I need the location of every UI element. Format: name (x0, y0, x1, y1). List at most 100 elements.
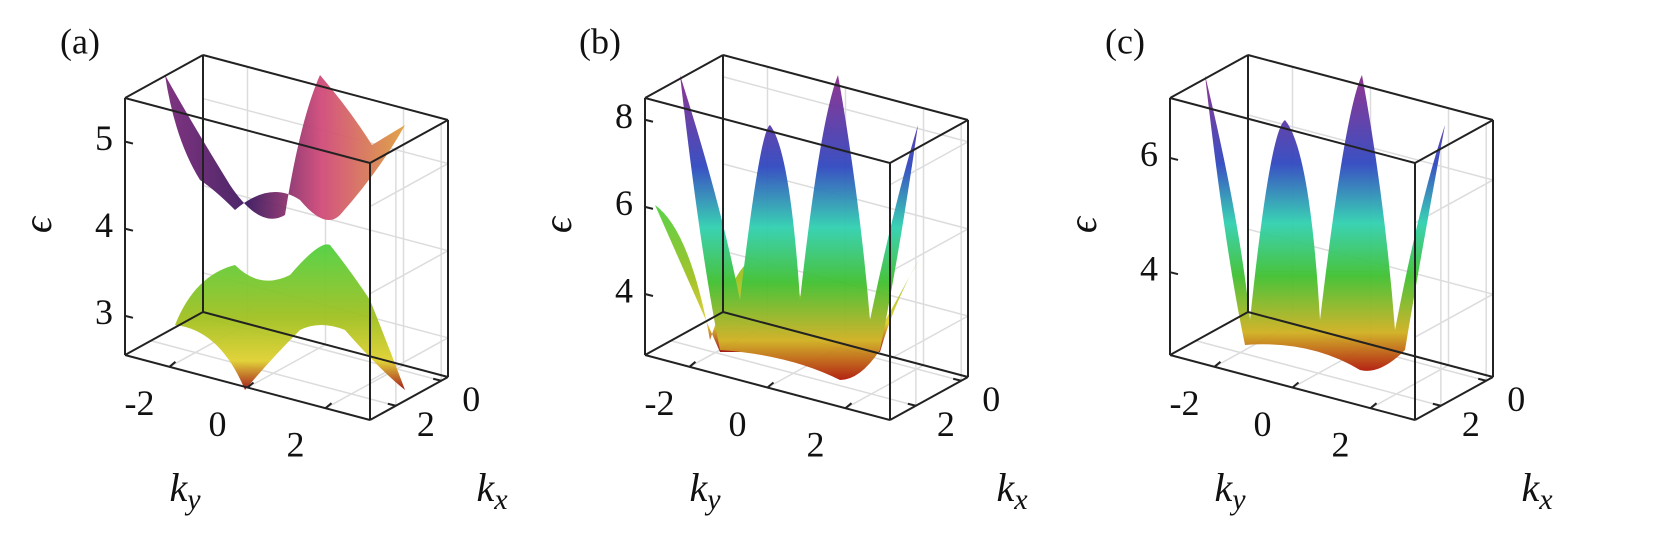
x-tick-label: 0 (1507, 379, 1525, 419)
axis-label-base: k (1521, 465, 1540, 510)
box-edge (889, 376, 969, 421)
tick-mark (907, 402, 917, 407)
tick-mark (124, 227, 134, 232)
z-tick-label: 6 (1140, 134, 1158, 174)
tick-mark (1477, 377, 1487, 382)
tick-mark (644, 205, 654, 210)
tick-mark (1432, 402, 1442, 407)
z-tick-label: 4 (1140, 248, 1158, 288)
y-tick-label: -2 (1169, 383, 1199, 423)
y-tick-label: 0 (1254, 404, 1272, 444)
box-edge (722, 311, 969, 378)
grid-line (889, 141, 969, 186)
x-tick-label: 0 (982, 379, 1000, 419)
z-axis-label: ϵ (15, 215, 60, 233)
grid-line (889, 228, 969, 273)
tick-mark (1169, 156, 1179, 161)
grid-line (247, 343, 326, 389)
y-tick-label: 0 (729, 404, 747, 444)
grid-line (1195, 340, 1442, 407)
tick-mark (688, 361, 697, 368)
surfaces (165, 75, 1445, 390)
y-tick-label: 2 (287, 424, 305, 464)
tick-mark (1213, 361, 1222, 368)
tick-mark (1169, 271, 1179, 276)
axis-label-subscript: x (1538, 483, 1553, 516)
grid-line (369, 250, 449, 295)
box-edge (722, 54, 969, 121)
axis-label-base: k (476, 465, 495, 510)
tick-mark (124, 314, 134, 319)
axis-label-subscript: x (493, 483, 508, 516)
z-tick-label: 6 (615, 183, 633, 223)
z-tick-label: 3 (95, 292, 113, 332)
axis-label: ky (1214, 465, 1246, 516)
tick-mark (432, 377, 442, 382)
box-edge (369, 376, 449, 421)
x-tick-label: 0 (462, 379, 480, 419)
box-edge (124, 97, 371, 164)
axis-label: kx (1521, 465, 1553, 516)
grid-line (889, 315, 969, 360)
tick-mark (952, 377, 962, 382)
x-tick-label: 2 (1462, 404, 1480, 444)
tick-mark (766, 381, 775, 389)
box-edge (1169, 311, 1249, 356)
y-tick-label: 0 (209, 404, 227, 444)
axis-label: kx (476, 465, 508, 516)
surface (680, 75, 918, 380)
tick-mark (387, 402, 397, 407)
axis-label-base: k (169, 465, 188, 510)
panel-label: (a) (60, 21, 100, 61)
y-tick-label: 2 (1332, 424, 1350, 464)
axis-label: ky (169, 465, 201, 516)
axis-label-subscript: y (184, 483, 201, 516)
tick-mark (246, 381, 255, 389)
z-tick-label: 5 (95, 118, 113, 158)
grid-line (1414, 293, 1494, 338)
z-tick-label: 8 (615, 96, 633, 136)
y-tick-label: 2 (807, 424, 825, 464)
box-edge (1169, 97, 1416, 164)
y-tick-label: -2 (124, 383, 154, 423)
axis-label-base: k (689, 465, 708, 510)
box-edge (1169, 54, 1249, 99)
surface (1205, 75, 1445, 371)
grid-line (369, 337, 449, 382)
grid-line (845, 364, 924, 409)
x-tick-label: 2 (417, 404, 435, 444)
box-edge (644, 311, 724, 356)
tick-mark (1369, 402, 1378, 409)
axis-label-base: k (996, 465, 1015, 510)
tick-mark (168, 361, 177, 368)
tick-mark (844, 402, 853, 409)
panel-label: (c) (1105, 21, 1145, 61)
tick-mark (644, 293, 654, 297)
z-tick-label: 4 (95, 205, 113, 245)
grid-line (1370, 364, 1449, 409)
x-tick-label: 2 (937, 404, 955, 444)
axis-label-subscript: y (704, 483, 721, 516)
tick-mark (1291, 381, 1300, 389)
box-edge (1247, 311, 1494, 378)
axis-label: kx (996, 465, 1028, 516)
box-edge (889, 119, 969, 164)
box-edge (1414, 119, 1494, 164)
surface (165, 75, 405, 220)
axis-label-subscript: x (1013, 483, 1028, 516)
box-edge (644, 54, 724, 99)
grid-line (369, 162, 449, 208)
tick-mark (324, 402, 333, 409)
box-edge (1247, 54, 1494, 121)
surface (175, 244, 405, 390)
axis-label-subscript: y (1229, 483, 1246, 516)
box-edge (1414, 376, 1494, 421)
box-edge (202, 54, 449, 121)
panel-label: (b) (579, 21, 621, 61)
tick-mark (644, 118, 654, 123)
axis-label: ky (689, 465, 721, 516)
